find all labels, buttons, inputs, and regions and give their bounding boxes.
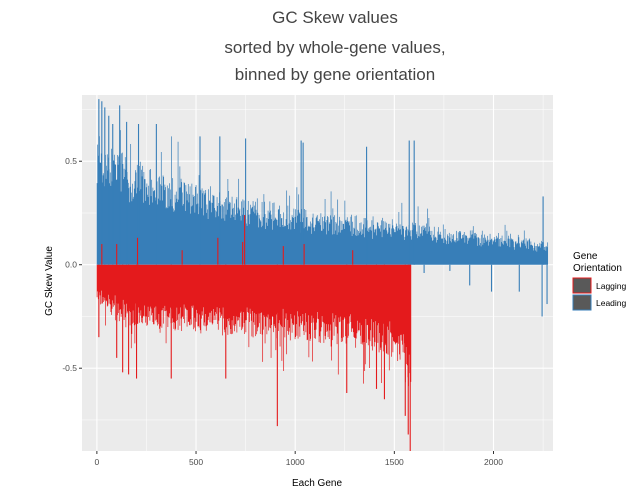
chart-title-line-1: GC Skew values: [272, 8, 398, 27]
x-tick-label: 2000: [484, 457, 503, 467]
legend-label-leading: Leading: [596, 298, 627, 308]
y-tick-label: 0.0: [65, 260, 77, 270]
ticks-layer: 0 500 1000 1500 2000 -0.5 0.0 0.5: [62, 156, 503, 467]
bars-layer: [96, 99, 549, 451]
chart-title-line-3: binned by gene orientation: [235, 65, 435, 84]
leading-bars: [96, 130, 549, 265]
chart-title-line-2: sorted by whole-gene values,: [224, 38, 445, 57]
legend: Gene Orientation Lagging Leading: [572, 251, 627, 311]
legend-key-lagging: [572, 277, 592, 294]
x-tick-label: 0: [95, 457, 100, 467]
legend-title-line-2: Orientation: [573, 263, 622, 274]
legend-label-lagging: Lagging: [596, 281, 627, 291]
y-axis-title: GC Skew Value: [44, 246, 55, 316]
y-tick-label: -0.5: [62, 363, 77, 373]
legend-title-line-1: Gene: [573, 251, 598, 262]
x-tick-label: 500: [189, 457, 203, 467]
legend-key-leading: [572, 294, 592, 311]
x-tick-label: 1500: [385, 457, 404, 467]
x-axis-title: Each Gene: [292, 478, 342, 489]
y-tick-label: 0.5: [65, 156, 77, 166]
x-tick-label: 1000: [286, 457, 305, 467]
